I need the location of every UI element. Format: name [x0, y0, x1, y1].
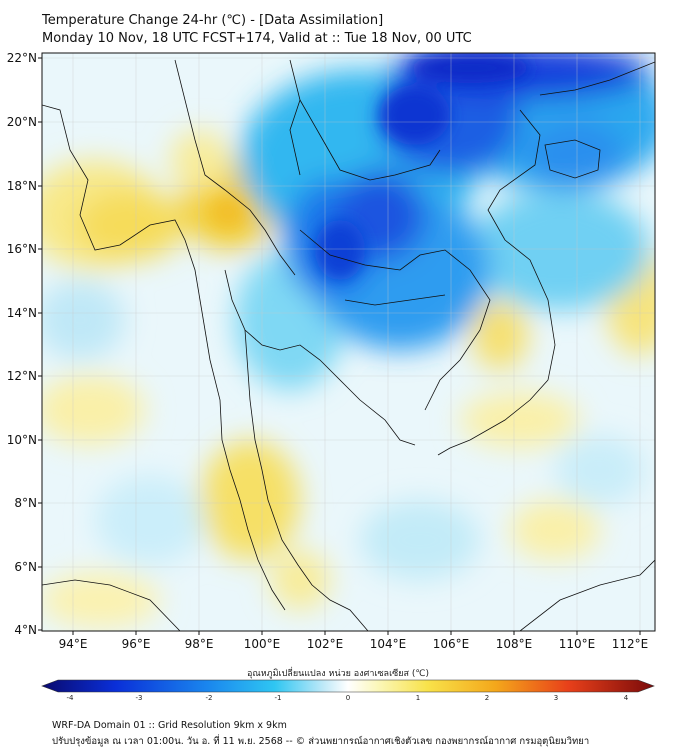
lon-label: 112°E — [612, 637, 649, 651]
colorbar-title: อุณหภูมิเปลี่ยนแปลง หน่วย องศาเซลเซียส (… — [246, 669, 430, 679]
lat-label: 4°N — [14, 623, 37, 637]
coastlines — [42, 59, 655, 631]
lon-label: 102°E — [307, 637, 344, 651]
axis-ticks — [38, 57, 641, 635]
gridlines — [42, 53, 655, 631]
colorbar-tick: 1 — [416, 694, 420, 702]
plot-frame — [41, 52, 656, 632]
lat-label: 6°N — [14, 560, 37, 574]
map-title: Temperature Change 24-hr (℃) - [Data Ass… — [42, 13, 384, 28]
lon-label: 104°E — [370, 637, 407, 651]
colorbar-tick: 4 — [624, 694, 629, 702]
lon-label: 100°E — [244, 637, 281, 651]
lat-label: 14°N — [7, 306, 37, 320]
colorbar-tick: -1 — [275, 694, 282, 702]
lat-label: 8°N — [14, 496, 37, 510]
lat-label: 16°N — [7, 242, 37, 256]
colorbar-tick: 0 — [346, 694, 350, 702]
lat-label: 18°N — [7, 179, 37, 193]
colorbar-tick: 3 — [554, 694, 558, 702]
colorbar: -4 -3 -2 -1 0 1 2 3 4 — [41, 679, 655, 702]
lon-label: 96°E — [122, 637, 151, 651]
lon-label: 108°E — [496, 637, 533, 651]
lat-label: 12°N — [7, 369, 37, 383]
temperature-field — [42, 53, 655, 631]
lat-label: 20°N — [7, 115, 37, 129]
footer-model-info: WRF-DA Domain 01 :: Grid Resolution 9km … — [52, 720, 287, 731]
footer-credit: ปรับปรุงข้อมูล ณ เวลา 01:00น. วัน อ. ที่… — [52, 736, 590, 747]
lon-label: 106°E — [433, 637, 470, 651]
colorbar-tick: -4 — [67, 694, 75, 702]
map-subtitle: Monday 10 Nov, 18 UTC FCST+174, Valid at… — [42, 31, 472, 46]
lon-label: 94°E — [59, 637, 88, 651]
lat-label: 10°N — [7, 433, 37, 447]
lon-label: 98°E — [185, 637, 214, 651]
lon-label: 110°E — [559, 637, 596, 651]
colorbar-tick: -2 — [206, 694, 213, 702]
colorbar-tick: 2 — [485, 694, 489, 702]
colorbar-gradient — [41, 679, 655, 693]
colorbar-tick: -3 — [136, 694, 143, 702]
lat-label: 22°N — [7, 51, 37, 65]
